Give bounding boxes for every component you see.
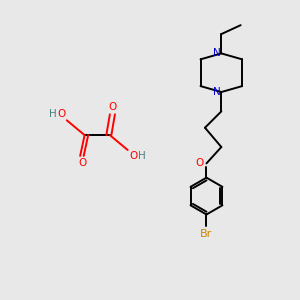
Text: H: H — [138, 151, 146, 161]
Text: O: O — [108, 102, 116, 112]
Text: N: N — [213, 48, 221, 59]
Text: H: H — [49, 109, 56, 119]
Text: O: O — [196, 158, 204, 168]
Text: N: N — [213, 87, 221, 97]
Text: O: O — [78, 158, 86, 168]
Text: O: O — [129, 151, 137, 161]
Text: Br: Br — [200, 229, 213, 239]
Text: O: O — [57, 109, 66, 119]
